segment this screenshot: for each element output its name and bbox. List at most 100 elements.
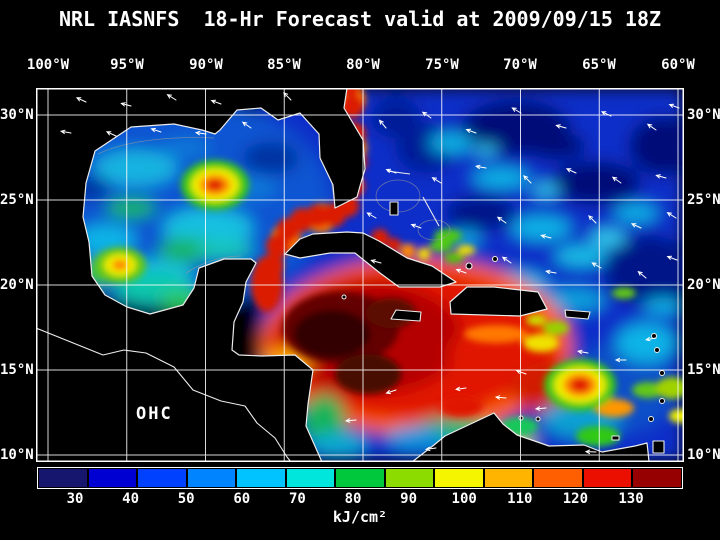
lat-tick-label-right: 20°N	[687, 277, 720, 293]
colorbar-segments	[37, 467, 683, 489]
vector-arrow-icon	[475, 164, 487, 170]
vector-arrow-icon	[630, 223, 642, 229]
colorbar-segment	[583, 469, 632, 487]
lon-tick-label: 90°W	[189, 57, 223, 73]
colorbar-ticks: 30 40 50 60 70 80 90 100 110 120 130	[38, 491, 682, 507]
vector-arrow-icon	[120, 102, 132, 107]
vector-arrow-icon	[600, 111, 612, 117]
lat-tick-label-left: 10°N	[0, 447, 34, 463]
vector-arrow-icon	[494, 395, 507, 400]
vector-arrow-icon	[454, 386, 467, 392]
land-trinidad	[652, 440, 665, 454]
vector-arrow-icon	[283, 92, 292, 101]
coastline-pacific	[36, 327, 292, 462]
grid-lines	[36, 88, 684, 462]
vector-arrow-icon	[540, 234, 552, 239]
land-cuba	[284, 231, 457, 288]
vector-arrow-icon	[431, 177, 442, 184]
lon-tick-label: 80°W	[346, 57, 380, 73]
lon-tick-label: 100°W	[26, 57, 70, 73]
colorbar-tick-label: 130	[618, 491, 644, 507]
colorbar-segment	[633, 469, 681, 487]
lat-tick-label-left: 25°N	[0, 192, 34, 208]
colorbar-tick-label: 30	[66, 491, 84, 507]
colorbar-tick-label: 100	[451, 491, 477, 507]
vector-arrow-icon	[421, 111, 432, 119]
lon-tick-label: 60°W	[661, 57, 695, 73]
colorbar-segment	[237, 469, 285, 487]
vector-arrow-icon	[75, 97, 87, 103]
vector-arrow-icon	[666, 255, 678, 261]
plot-title: NRL IASNFS 18-Hr Forecast valid at 2009/…	[58, 7, 662, 31]
lat-tick-label-right: 10°N	[687, 447, 720, 463]
vector-arrow-icon	[515, 369, 527, 375]
colorbar-tick-label: 50	[177, 491, 195, 507]
land-masses	[36, 88, 665, 462]
colorbar-segment	[286, 469, 335, 487]
vector-arrow-icon	[105, 131, 117, 137]
vector-arrow-icon	[455, 268, 467, 274]
land-margarita	[611, 435, 620, 441]
vector-arrow-icon	[465, 128, 477, 134]
vector-arrow-icon	[666, 212, 677, 219]
vector-arrow-icon	[545, 269, 557, 275]
vector-arrow-icon	[150, 127, 162, 133]
colorbar-tick-label: 80	[344, 491, 362, 507]
colorbar-tick-label: 40	[122, 491, 140, 507]
land-hispaniola	[449, 286, 548, 317]
coastline-atlantic-gulf	[82, 88, 366, 462]
vector-arrow-icon	[584, 449, 597, 454]
colorbar-segment	[138, 469, 186, 487]
colorbar-tick-label: 60	[233, 491, 251, 507]
vector-arrow-icon	[577, 349, 589, 355]
vector-arrow-icon	[611, 176, 622, 184]
vector-arrow-icon	[366, 212, 377, 219]
map-border	[36, 88, 684, 462]
vector-arrow-icon	[496, 216, 507, 224]
land-bahamas	[386, 170, 499, 270]
colorbar-segment	[534, 469, 582, 487]
vector-arrow-icon	[166, 94, 177, 101]
vector-arrow-icon	[410, 223, 422, 229]
colorbar-tick-label: 110	[507, 491, 533, 507]
colorbar-segment	[336, 469, 384, 487]
colorbar-segment	[39, 469, 87, 487]
vector-arrow-icon	[370, 259, 382, 264]
vector-arrow-icon	[555, 124, 567, 129]
vector-arrow-icon	[385, 389, 397, 395]
vector-arrow-icon	[534, 406, 547, 411]
colorbar-tick-label: 120	[562, 491, 589, 507]
lon-tick-label: 65°W	[582, 57, 616, 73]
colorbar-segment	[484, 469, 533, 487]
current-vectors	[60, 92, 680, 454]
colorbar-tick-label: 70	[288, 491, 306, 507]
vector-arrow-icon	[591, 262, 602, 269]
colorbar-segment	[435, 469, 483, 487]
vector-arrow-icon	[194, 130, 207, 136]
colorbar-unit-label: kJ/cm²	[332, 508, 388, 526]
colorbar-segment	[385, 469, 434, 487]
vector-arrow-icon	[60, 129, 72, 135]
vector-arrow-icon	[565, 168, 577, 174]
map-canvas	[36, 88, 684, 462]
land-jamaica	[390, 309, 422, 322]
colorbar-segment	[187, 469, 236, 487]
lat-tick-label-left: 20°N	[0, 277, 34, 293]
vector-arrow-icon	[637, 270, 647, 279]
vector-arrow-icon	[385, 168, 397, 174]
vector-arrow-icon	[645, 336, 657, 342]
vector-arrow-icon	[588, 215, 597, 224]
vector-arrow-icon	[523, 175, 532, 184]
vector-arrow-icon	[614, 357, 627, 363]
lon-tick-label: 85°W	[267, 57, 301, 73]
vector-arrow-icon	[511, 107, 522, 114]
lon-tick-label: 95°W	[110, 57, 144, 73]
lat-tick-label-right: 30°N	[687, 107, 720, 123]
vector-arrow-icon	[344, 418, 357, 423]
vector-arrow-icon	[210, 99, 222, 105]
land-north-central-america	[36, 88, 365, 462]
colorbar-segment	[88, 469, 137, 487]
vector-arrow-icon	[501, 256, 512, 264]
lon-tick-label: 70°W	[503, 57, 537, 73]
